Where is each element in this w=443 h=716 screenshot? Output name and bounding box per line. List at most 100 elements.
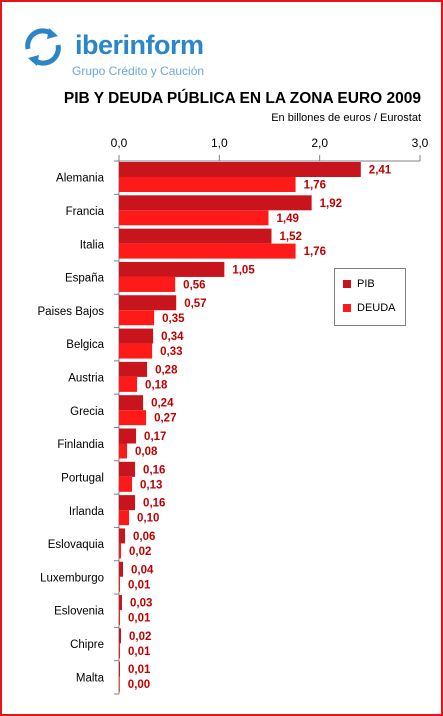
data-label-deuda: 0,35 (162, 313, 185, 325)
bar-pib (119, 295, 177, 311)
bar-pib (119, 162, 361, 177)
category-label: Eslovaquia (48, 539, 105, 551)
category-label: Chipre (70, 639, 104, 651)
bar-pib (119, 528, 126, 544)
category-label: Grecia (70, 406, 104, 418)
bar-deuda (119, 576, 121, 592)
data-label-pib: 0,06 (133, 531, 155, 543)
bar-pib (119, 628, 122, 644)
brand-name-part2: inform (122, 30, 205, 60)
data-label-pib: 0,24 (151, 398, 174, 410)
data-label-deuda: 0,10 (137, 513, 159, 525)
bar-deuda (119, 343, 153, 359)
bar-deuda (119, 310, 155, 326)
bar-deuda (119, 210, 269, 226)
bar-deuda (119, 376, 138, 392)
data-label-pib: 0,02 (129, 631, 151, 643)
x-tick-label: 3,0 (412, 136, 429, 150)
bar-deuda (119, 676, 120, 692)
category-label: Finlandia (57, 439, 104, 451)
bar-pib (119, 228, 272, 244)
data-label-deuda: 1,76 (304, 246, 326, 258)
data-label-deuda: 1,76 (304, 180, 326, 192)
data-label-deuda: 0,01 (128, 646, 151, 658)
bar-pib (119, 661, 121, 677)
category-label: Irlanda (69, 506, 105, 518)
bar-deuda (119, 177, 296, 192)
data-label-pib: 0,28 (155, 364, 178, 376)
data-label-pib: 0,17 (144, 431, 166, 443)
data-label-deuda: 0,02 (129, 546, 151, 558)
data-label-deuda: 0,01 (128, 579, 151, 591)
x-tick-label: 0,0 (111, 136, 128, 150)
legend-item-pib: PIB (343, 278, 375, 292)
data-label-pib: 1,92 (320, 198, 342, 210)
legend-item-deuda: DEUDA (343, 302, 396, 316)
category-label: Paises Bajos (38, 306, 105, 318)
data-label-deuda: 0,01 (128, 613, 151, 625)
brand-tagline: Grupo Crédito y Caución (72, 64, 205, 78)
bar-deuda (119, 643, 121, 659)
brand-name: iberinform (75, 30, 204, 61)
bar-deuda (119, 276, 176, 292)
data-label-pib: 1,05 (232, 264, 255, 276)
data-label-pib: 2,41 (369, 165, 392, 177)
bar-deuda (119, 510, 130, 526)
bar-deuda (119, 410, 147, 426)
x-tick-label: 2,0 (311, 136, 328, 150)
legend-swatch-pib (343, 280, 351, 289)
bar-pib (119, 461, 136, 477)
data-label-pib: 1,52 (280, 231, 302, 243)
chart-legend: PIB DEUDA (334, 268, 406, 326)
bar-pib (119, 428, 137, 444)
data-label-deuda: 0,18 (145, 379, 168, 391)
bar-pib (119, 595, 123, 611)
data-label-pib: 0,34 (161, 331, 184, 343)
data-label-pib: 0,01 (128, 664, 151, 676)
bar-deuda (119, 476, 133, 492)
data-label-pib: 0,16 (143, 464, 165, 476)
data-label-pib: 0,16 (143, 498, 165, 510)
category-label: Italia (80, 239, 105, 251)
bar-pib (119, 361, 148, 377)
bar-pib (119, 195, 312, 211)
data-label-pib: 0,03 (130, 598, 152, 610)
data-label-deuda: 0,13 (140, 479, 162, 491)
data-label-deuda: 1,49 (276, 213, 298, 225)
legend-label-pib: PIB (357, 278, 375, 290)
category-label: Portugal (61, 472, 104, 484)
category-label: Belgica (66, 339, 104, 351)
legend-label-deuda: DEUDA (357, 302, 396, 314)
bar-deuda (119, 443, 128, 459)
bar-pib (119, 395, 144, 411)
bar-pib (119, 328, 154, 344)
data-label-deuda: 0,00 (128, 679, 150, 691)
data-label-deuda: 0,08 (135, 446, 158, 458)
bar-deuda (119, 243, 296, 259)
circular-arrows-icon (25, 28, 61, 66)
brand-name-part1: iber (75, 30, 123, 60)
bar-pib (119, 261, 225, 277)
bar-pib (119, 495, 136, 511)
bar-deuda (119, 543, 122, 559)
category-label: España (65, 273, 105, 285)
x-tick-label: 1,0 (211, 136, 228, 150)
chart-title: PIB Y DEUDA PÚBLICA EN LA ZONA EURO 2009 (63, 90, 421, 107)
category-label: Francia (66, 206, 105, 218)
data-label-deuda: 0,27 (154, 413, 176, 425)
data-label-pib: 0,57 (184, 298, 206, 310)
data-label-deuda: 0,33 (160, 346, 182, 358)
legend-swatch-deuda (343, 304, 351, 313)
bar-pib (119, 561, 124, 577)
category-label: Malta (76, 672, 105, 684)
chart-subtitle: En billones de euros / Eurostat (271, 112, 421, 124)
data-label-deuda: 0,56 (183, 279, 205, 291)
bar-deuda (119, 610, 121, 626)
brand-logo: iberinform Grupo Crédito y Caución (20, 22, 220, 82)
category-label: Luxemburgo (40, 572, 104, 584)
category-label: Austria (68, 373, 104, 385)
category-label: Alemania (56, 173, 105, 185)
category-label: Eslovenia (54, 606, 104, 618)
